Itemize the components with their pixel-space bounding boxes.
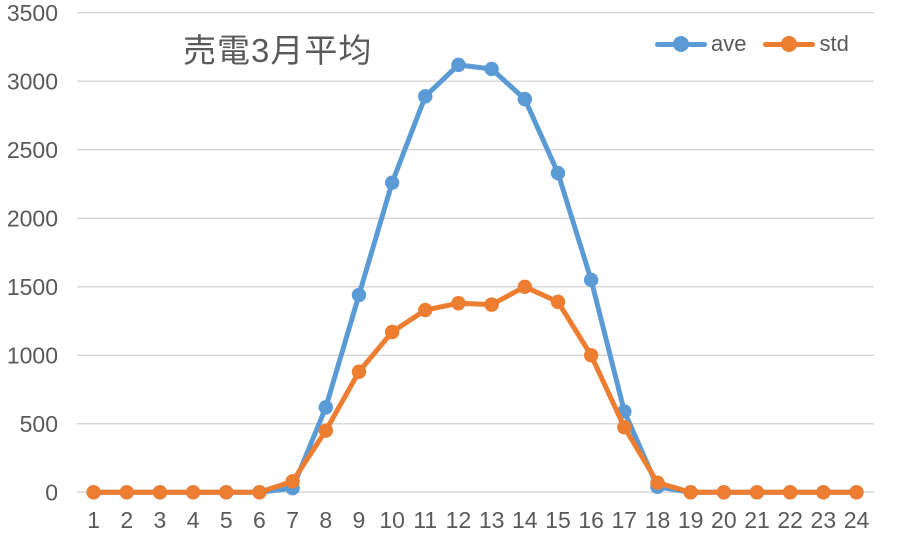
data-point-ave-15[interactable] (550, 165, 566, 181)
data-point-ave-12[interactable] (451, 57, 466, 73)
x-axis-label: 11 (413, 507, 437, 533)
legend-label-std: std (819, 31, 849, 56)
x-axis-label: 17 (612, 507, 638, 533)
x-axis-label: 3 (154, 507, 167, 533)
x-axis-label: 13 (479, 507, 505, 533)
legend-marker-ave-icon (655, 36, 707, 52)
data-point-std-18[interactable] (650, 475, 665, 490)
legend-item-ave[interactable]: ave (655, 33, 746, 55)
x-axis-label: 7 (286, 507, 299, 533)
y-axis-label: 500 (20, 411, 58, 437)
series-line-std[interactable] (91, 284, 860, 495)
x-axis-label: 19 (678, 507, 704, 533)
x-axis-label: 15 (545, 507, 571, 533)
data-point-ave-14[interactable] (517, 91, 533, 107)
x-axis-label: 10 (379, 507, 405, 533)
data-point-std-21[interactable] (749, 485, 765, 500)
x-axis-label: 18 (645, 507, 671, 533)
data-point-std-4[interactable] (185, 485, 201, 500)
x-axis-label: 6 (253, 507, 266, 533)
y-axis-label: 1000 (7, 342, 58, 368)
data-point-std-17[interactable] (617, 420, 632, 435)
x-axis-label: 4 (187, 507, 200, 533)
x-axis-label: 21 (744, 507, 770, 533)
data-point-std-9[interactable] (351, 364, 367, 379)
data-point-ave-11[interactable] (418, 89, 433, 104)
data-point-std-19[interactable] (683, 485, 698, 500)
data-point-std-11[interactable] (418, 302, 433, 318)
data-point-ave-13[interactable] (484, 61, 499, 77)
legend-item-std[interactable]: std (763, 31, 849, 56)
data-point-ave-16[interactable] (583, 272, 599, 288)
data-point-std-16[interactable] (583, 348, 599, 363)
x-axis-label: 20 (711, 507, 737, 533)
x-axis-label: 22 (777, 507, 803, 533)
x-axis-label: 9 (353, 507, 366, 533)
data-point-std-15[interactable] (550, 294, 566, 310)
legend-label-ave: ave (711, 31, 747, 56)
data-point-ave-8[interactable] (318, 400, 333, 415)
chart-title[interactable]: 売電3月平均 (183, 32, 373, 69)
series-line-ave[interactable] (91, 62, 860, 495)
y-axis-label: 1500 (7, 274, 58, 300)
legend-marker-std-icon (763, 36, 816, 52)
data-point-std-5[interactable] (219, 485, 234, 500)
data-point-std-23[interactable] (816, 485, 831, 500)
y-axis-label: 0 (45, 479, 58, 505)
data-point-std-2[interactable] (119, 485, 134, 500)
x-axis-label: 12 (446, 507, 472, 533)
x-axis-label: 8 (319, 507, 332, 533)
x-axis-label: 16 (578, 507, 604, 533)
data-point-std-6[interactable] (252, 485, 267, 500)
data-point-std-24[interactable] (849, 485, 864, 500)
data-point-ave-10[interactable] (384, 175, 400, 190)
data-point-std-22[interactable] (782, 485, 798, 500)
y-axis-label: 3500 (7, 0, 58, 26)
data-point-std-14[interactable] (517, 279, 533, 294)
y-axis-label: 2500 (7, 137, 58, 163)
x-axis-label: 1 (87, 507, 100, 533)
x-axis-label: 23 (811, 507, 837, 533)
x-axis-label: 5 (220, 507, 233, 533)
x-axis-label: 2 (120, 507, 133, 533)
data-point-ave-9[interactable] (351, 287, 367, 303)
data-point-std-12[interactable] (451, 296, 466, 311)
y-axis-label: 3000 (7, 68, 58, 94)
data-point-std-3[interactable] (152, 485, 168, 500)
data-point-std-8[interactable] (318, 423, 333, 438)
data-point-std-20[interactable] (716, 485, 732, 500)
legend: ave std (655, 33, 849, 55)
data-point-std-1[interactable] (86, 485, 101, 500)
x-axis-label: 24 (844, 507, 870, 533)
data-point-std-7[interactable] (285, 474, 300, 489)
data-point-std-13[interactable] (484, 297, 499, 312)
x-axis-label: 14 (512, 507, 538, 533)
y-axis-label: 2000 (7, 205, 58, 231)
data-point-std-10[interactable] (384, 324, 400, 340)
